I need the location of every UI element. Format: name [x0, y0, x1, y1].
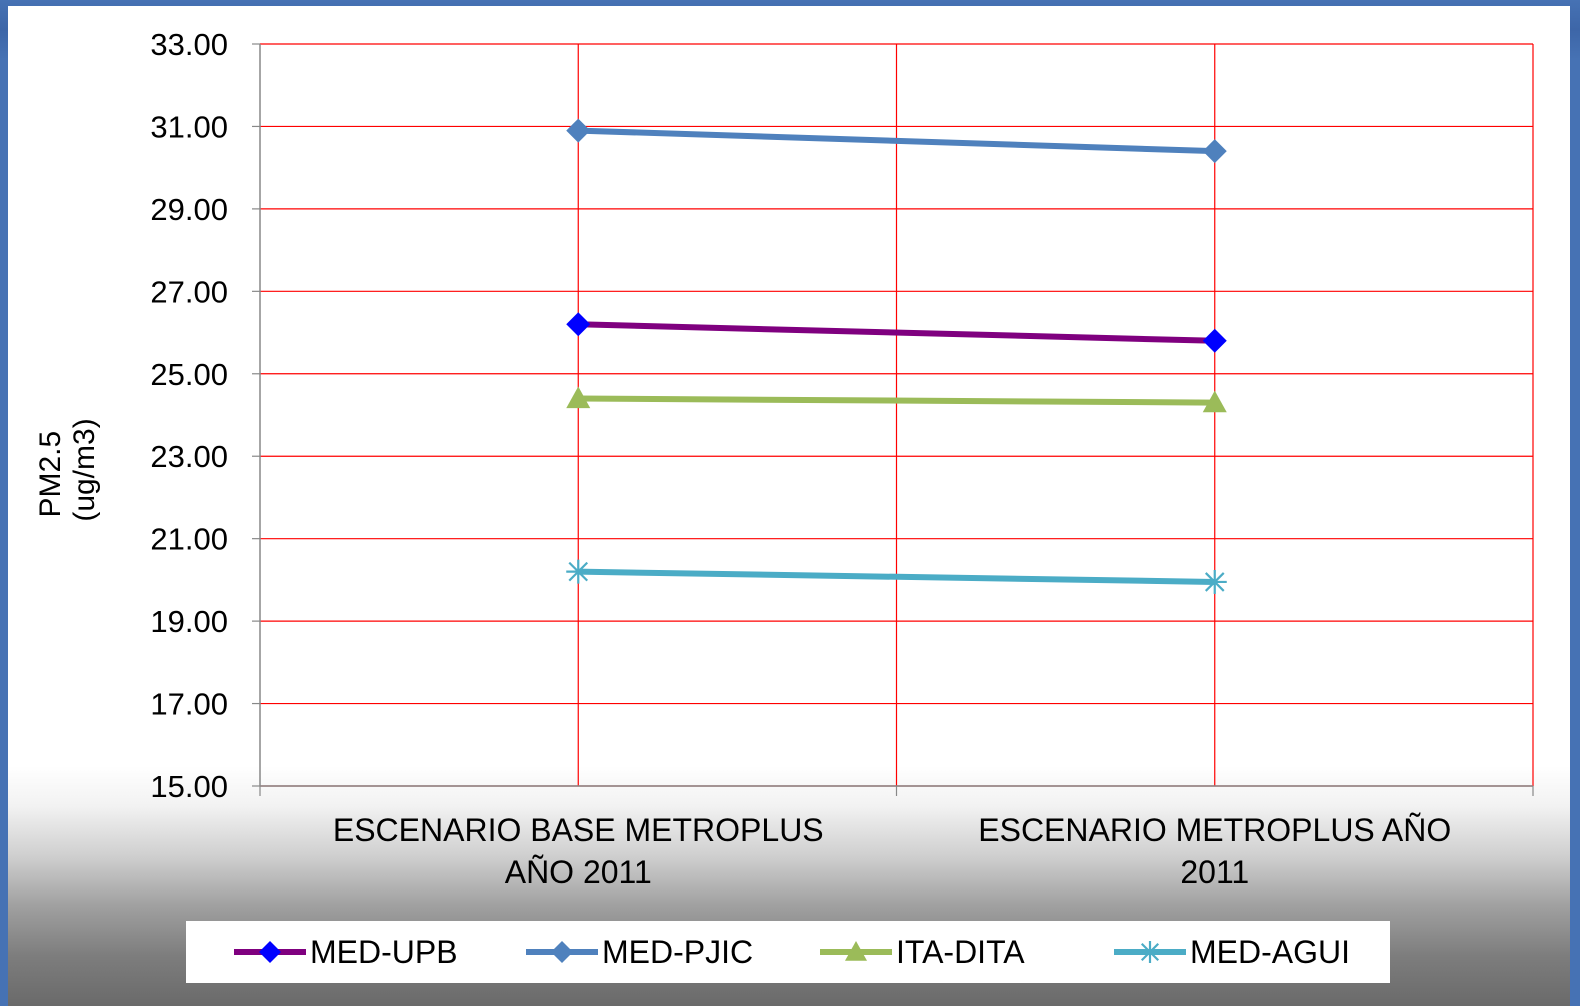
series-lines	[566, 118, 1227, 594]
legend-entry-med-pjic: MED-PJIC	[526, 934, 753, 970]
data-point-star	[566, 559, 591, 584]
series-med-upb	[566, 312, 1227, 353]
chart-panel	[8, 6, 1570, 1006]
x-category-label: ESCENARIO BASE METROPLUS	[333, 812, 824, 848]
y-tick-label: 21.00	[150, 522, 228, 557]
series-med-agui	[566, 559, 1227, 594]
data-point-triangle	[566, 386, 591, 409]
legend-label: MED-PJIC	[602, 934, 753, 970]
series-line	[578, 568, 1215, 585]
y-tick-label: 15.00	[150, 769, 228, 804]
y-tick-label: 17.00	[150, 687, 228, 722]
grid	[252, 43, 1534, 796]
data-point-star	[1202, 569, 1227, 594]
x-axis-categories: ESCENARIO BASE METROPLUS AÑO 2011 ESCENARI…	[333, 812, 1451, 890]
legend-label: MED-AGUI	[1190, 934, 1350, 970]
legend-label: ITA-DITA	[896, 934, 1025, 970]
y-tick-label: 25.00	[150, 357, 228, 392]
y-tick-label: 29.00	[150, 192, 228, 227]
data-point-diamond	[551, 941, 573, 963]
data-point-diamond	[1202, 139, 1227, 164]
series-line	[578, 395, 1215, 406]
data-point-triangle	[1202, 390, 1227, 413]
legend-entry-ita-dita: ITA-DITA	[820, 934, 1025, 970]
y-tick-label: 27.00	[150, 274, 228, 309]
legend-entry-med-upb: MED-UPB	[234, 934, 458, 970]
series-line	[578, 321, 1215, 344]
data-point-diamond	[259, 941, 281, 963]
y-axis-title-line-1: PM2.5	[34, 431, 67, 518]
legend-label: MED-UPB	[310, 934, 458, 970]
legend-entries: MED-UPB MED-PJIC ITA-DITA MED-AGUI	[234, 934, 1350, 970]
legend: MED-UPB MED-PJIC ITA-DITA MED-AGUI	[186, 921, 1390, 983]
data-point-star	[1139, 941, 1161, 963]
data-point-diamond	[566, 312, 591, 337]
x-category-label: 2011	[1180, 854, 1249, 890]
data-point-diamond	[566, 118, 591, 143]
x-category-label: ESCENARIO METROPLUS AÑO	[978, 812, 1451, 848]
y-tick-label: 23.00	[150, 439, 228, 474]
series-ita-dita	[566, 386, 1227, 413]
data-point-diamond	[1202, 328, 1227, 353]
y-axis-title: PM2.5 (ug/m3)	[34, 418, 101, 521]
y-axis-ticks: 15.00 17.00 19.00 21.00 23.00 25.00 27.00 29.00…	[150, 27, 228, 804]
y-tick-label: 31.00	[150, 109, 228, 144]
y-tick-label: 19.00	[150, 604, 228, 639]
legend-entry-med-agui: MED-AGUI	[1114, 934, 1350, 970]
series-med-pjic	[566, 118, 1227, 164]
series-line	[578, 127, 1215, 155]
y-tick-label: 33.00	[150, 27, 228, 62]
data-point-triangle	[845, 941, 867, 961]
x-category-label: AÑO 2011	[505, 854, 652, 890]
y-axis-title-line-2: (ug/m3)	[68, 418, 101, 521]
